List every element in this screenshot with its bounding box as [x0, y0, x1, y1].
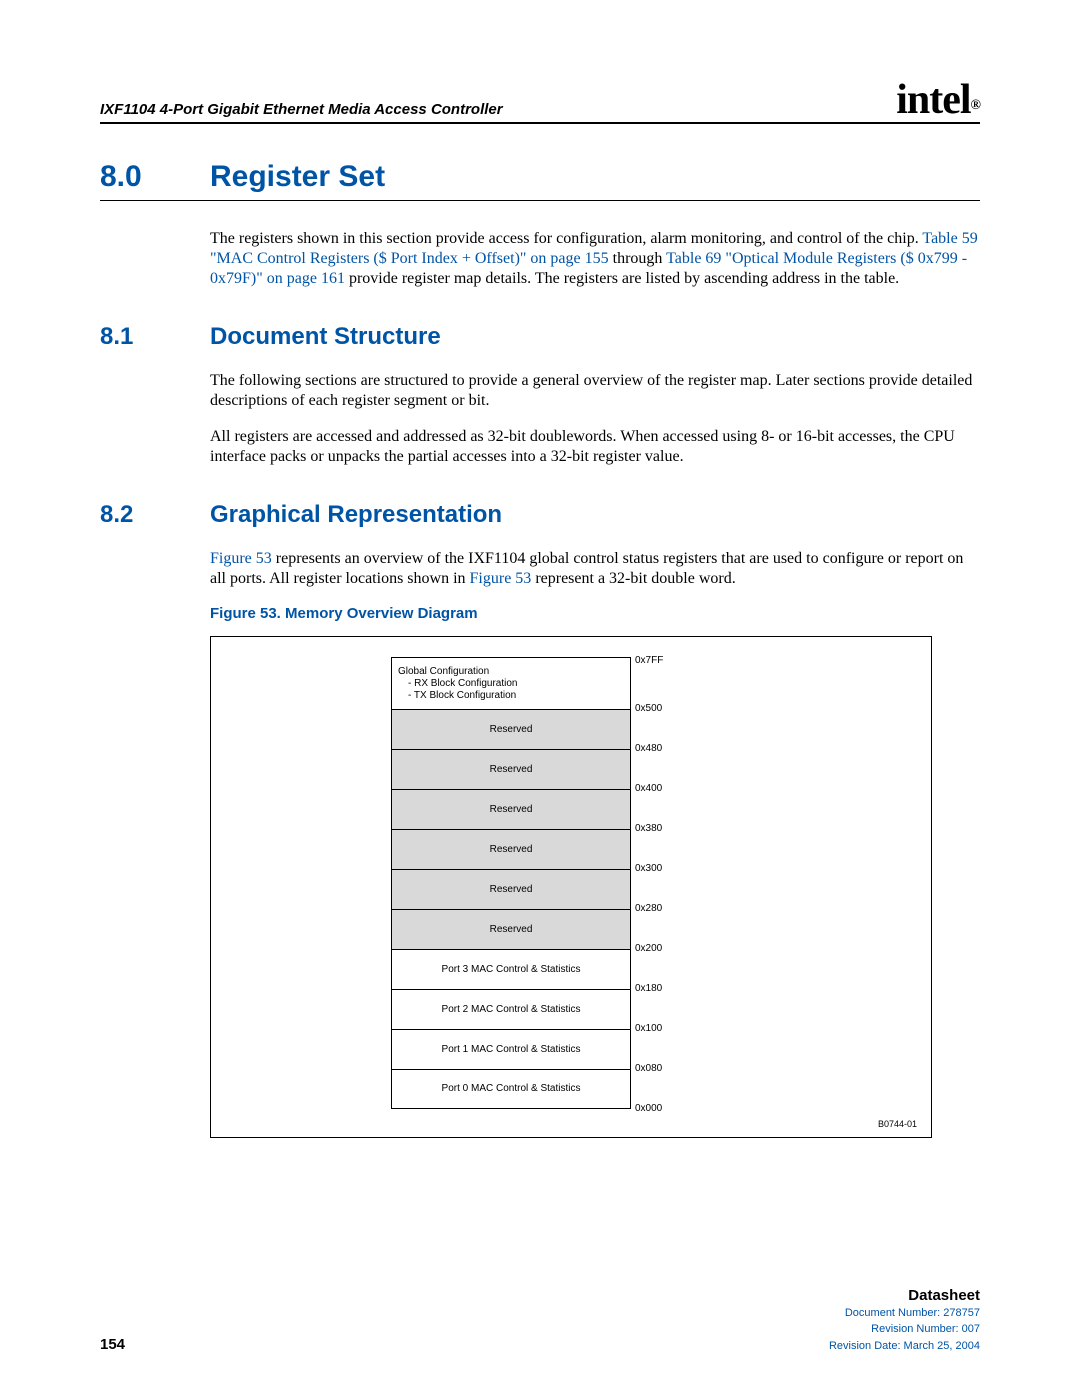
mem-cell-reserved: Reserved	[391, 829, 631, 869]
address-label: 0x300	[635, 863, 662, 874]
mem-cell-reserved: Reserved	[391, 749, 631, 789]
address-label: 0x080	[635, 1063, 662, 1074]
figure-53-xref-2[interactable]: Figure 53	[470, 570, 532, 587]
mem-cell-reserved: Reserved	[391, 909, 631, 949]
heading-8-1: 8.1 Document Structure	[100, 323, 980, 351]
page-footer: 154 Datasheet Document Number: 278757 Re…	[100, 1287, 980, 1353]
doc-number: Document Number: 278757	[829, 1306, 980, 1320]
address-label: 0x000	[635, 1103, 662, 1114]
global-rx-label: - RX Block Configuration	[398, 678, 518, 690]
mem-cell-port: Port 2 MAC Control & Statistics	[391, 989, 631, 1029]
header-product-title: IXF1104 4-Port Gigabit Ethernet Media Ac…	[100, 101, 503, 118]
intro-text-pre: The registers shown in this section prov…	[210, 230, 922, 247]
global-config-label: Global Configuration	[398, 666, 489, 678]
intel-logo: intel®	[896, 76, 980, 124]
memory-map: Global Configuration - RX Block Configur…	[391, 657, 631, 1109]
figure-53-frame: Global Configuration - RX Block Configur…	[210, 636, 932, 1138]
figure-53-xref[interactable]: Figure 53	[210, 550, 272, 567]
s82-p1-post: represent a 32-bit double word.	[531, 570, 735, 587]
address-label: 0x100	[635, 1023, 662, 1034]
h2-number: 8.1	[100, 323, 210, 351]
section-8-1-body: The following sections are structured to…	[210, 371, 980, 467]
figure-caption: Figure 53. Memory Overview Diagram	[210, 605, 980, 622]
intro-text-post: provide register map details. The regist…	[345, 270, 899, 287]
h2-title: Document Structure	[210, 323, 441, 351]
rev-number: Revision Number: 007	[829, 1322, 980, 1336]
mem-cell-port: Port 1 MAC Control & Statistics	[391, 1029, 631, 1069]
address-label: 0x480	[635, 743, 662, 754]
diagram-id: B0744-01	[878, 1119, 917, 1129]
mem-cell-port: Port 0 MAC Control & Statistics	[391, 1069, 631, 1109]
s81-p2: All registers are accessed and addressed…	[210, 427, 980, 467]
logo-text: intel	[896, 77, 970, 123]
page: IXF1104 4-Port Gigabit Ethernet Media Ac…	[0, 0, 1080, 1397]
rev-date: Revision Date: March 25, 2004	[829, 1339, 980, 1353]
mem-cell-reserved: Reserved	[391, 789, 631, 829]
datasheet-block: Datasheet Document Number: 278757 Revisi…	[829, 1287, 980, 1353]
address-label: 0x500	[635, 703, 662, 714]
intro-text-mid: through	[609, 250, 666, 267]
h1-title: Register Set	[210, 160, 385, 194]
address-label: 0x280	[635, 903, 662, 914]
h2-title: Graphical Representation	[210, 501, 502, 529]
address-label: 0x400	[635, 783, 662, 794]
page-number: 154	[100, 1336, 125, 1353]
page-header: IXF1104 4-Port Gigabit Ethernet Media Ac…	[100, 70, 980, 124]
address-label: 0x7FF	[635, 655, 663, 666]
address-label: 0x180	[635, 983, 662, 994]
address-label: 0x380	[635, 823, 662, 834]
datasheet-label: Datasheet	[829, 1287, 980, 1304]
address-label: 0x200	[635, 943, 662, 954]
h2-number: 8.2	[100, 501, 210, 529]
mem-cell-port: Port 3 MAC Control & Statistics	[391, 949, 631, 989]
global-tx-label: - TX Block Configuration	[398, 690, 516, 702]
h1-number: 8.0	[100, 160, 210, 194]
heading-1: 8.0 Register Set	[100, 160, 980, 201]
mem-cell-reserved: Reserved	[391, 869, 631, 909]
heading-8-2: 8.2 Graphical Representation	[100, 501, 980, 529]
logo-registered: ®	[971, 98, 980, 113]
intro-paragraph: The registers shown in this section prov…	[210, 229, 980, 289]
s81-p1: The following sections are structured to…	[210, 371, 980, 411]
mem-cell-global: Global Configuration - RX Block Configur…	[391, 657, 631, 709]
section-8-2-body: Figure 53 represents an overview of the …	[210, 549, 980, 589]
mem-cell-reserved: Reserved	[391, 709, 631, 749]
